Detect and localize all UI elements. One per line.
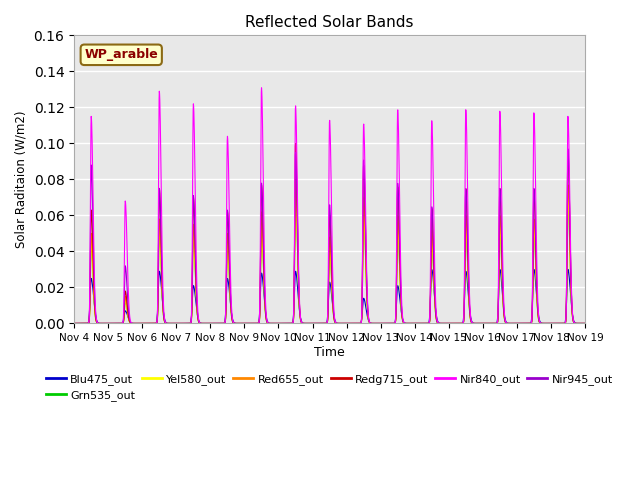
X-axis label: Time: Time [314, 346, 345, 359]
Title: Reflected Solar Bands: Reflected Solar Bands [245, 15, 414, 30]
Yel580_out [292, 189, 300, 195]
Nir945_out [564, 146, 572, 152]
Redg715_out [212, 321, 220, 326]
Red655_out [292, 177, 300, 182]
Nir840_out [344, 321, 352, 326]
Blu475_out [344, 321, 352, 326]
Nir840_out [258, 85, 266, 91]
Nir945_out [212, 321, 220, 326]
Redg715_out [70, 321, 78, 326]
Grn535_out [536, 320, 544, 326]
Line: Blu475_out: Blu475_out [74, 269, 585, 324]
Yel580_out [212, 321, 220, 326]
Legend: Blu475_out, Grn535_out, Yel580_out, Red655_out, Redg715_out, Nir840_out, Nir945_: Blu475_out, Grn535_out, Yel580_out, Red6… [42, 369, 618, 406]
Red655_out [478, 321, 486, 326]
Line: Nir945_out: Nir945_out [74, 149, 585, 324]
Grn535_out [550, 321, 558, 326]
Yel580_out [355, 321, 363, 326]
Nir840_out [355, 321, 363, 326]
Line: Grn535_out: Grn535_out [74, 192, 585, 324]
Nir945_out [581, 321, 589, 326]
Line: Nir840_out: Nir840_out [74, 88, 585, 324]
Redg715_out [355, 321, 363, 326]
Nir945_out [477, 321, 485, 326]
Red655_out [212, 321, 220, 326]
Line: Redg715_out: Redg715_out [74, 144, 585, 324]
Red655_out [70, 321, 78, 326]
Line: Red655_out: Red655_out [74, 180, 585, 324]
Redg715_out [478, 321, 486, 326]
Blu475_out [581, 321, 589, 326]
Blu475_out [477, 321, 485, 326]
Blu475_out [70, 321, 78, 326]
Grn535_out [292, 189, 300, 195]
Yel580_out [344, 321, 352, 326]
Redg715_out [344, 321, 352, 326]
Grn535_out [70, 321, 78, 326]
Red655_out [355, 321, 363, 326]
Grn535_out [478, 321, 486, 326]
Text: WP_arable: WP_arable [84, 48, 158, 61]
Y-axis label: Solar Raditaion (W/m2): Solar Raditaion (W/m2) [15, 110, 28, 248]
Nir840_out [536, 320, 544, 325]
Grn535_out [212, 321, 220, 326]
Blu475_out [564, 266, 572, 272]
Red655_out [344, 321, 352, 326]
Red655_out [550, 321, 558, 326]
Yel580_out [581, 321, 589, 326]
Nir840_out [550, 321, 558, 326]
Redg715_out [581, 321, 589, 326]
Redg715_out [536, 320, 544, 326]
Grn535_out [581, 321, 589, 326]
Blu475_out [355, 321, 363, 326]
Grn535_out [355, 321, 363, 326]
Nir945_out [344, 321, 352, 326]
Nir945_out [550, 321, 558, 326]
Nir840_out [70, 321, 78, 326]
Nir840_out [581, 321, 589, 326]
Nir840_out [478, 321, 486, 326]
Yel580_out [478, 321, 486, 326]
Blu475_out [212, 321, 220, 326]
Yel580_out [536, 320, 544, 326]
Red655_out [536, 320, 544, 326]
Nir945_out [70, 321, 78, 326]
Blu475_out [550, 321, 558, 326]
Nir840_out [212, 321, 220, 326]
Blu475_out [536, 318, 543, 324]
Line: Yel580_out: Yel580_out [74, 192, 585, 324]
Red655_out [581, 321, 589, 326]
Redg715_out [550, 321, 558, 326]
Yel580_out [70, 321, 78, 326]
Nir945_out [355, 321, 363, 326]
Redg715_out [292, 141, 300, 146]
Nir945_out [536, 320, 543, 325]
Yel580_out [550, 321, 558, 326]
Grn535_out [344, 321, 352, 326]
